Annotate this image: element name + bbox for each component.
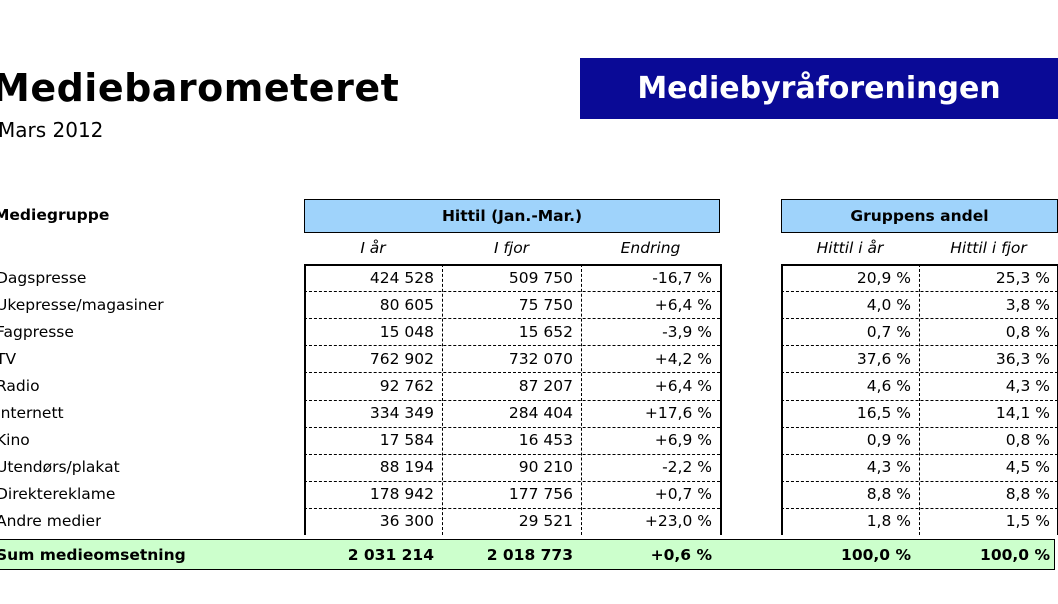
- cell-hittil-i-fjor: 25,3 %: [995, 268, 1050, 287]
- cell-endring: +4,2 %: [654, 349, 712, 368]
- cell-i-fjor: 15 652: [518, 322, 573, 341]
- cell-i-fjor: 284 404: [508, 404, 573, 423]
- cell-hittil-i-ar: 8,8 %: [866, 485, 911, 504]
- cell-i-ar: 424 528: [369, 268, 434, 287]
- total-cell-endring: +0,6 %: [650, 545, 712, 564]
- cell-i-fjor: 90 210: [518, 458, 573, 477]
- column-separator: [581, 264, 582, 535]
- row-label: Kino: [0, 431, 30, 450]
- cell-i-ar: 17 584: [379, 431, 434, 450]
- row-separator: [304, 345, 720, 347]
- row-label: Ukepresse/magasiner: [0, 295, 164, 314]
- cell-i-fjor: 732 070: [508, 349, 573, 368]
- row-label: Direktereklame: [0, 485, 116, 504]
- cell-hittil-i-ar: 16,5 %: [856, 404, 911, 423]
- cell-endring: +6,4 %: [654, 376, 712, 395]
- cell-i-ar: 88 194: [379, 458, 434, 477]
- cell-hittil-i-ar: 0,7 %: [866, 322, 911, 341]
- column-separator: [720, 264, 722, 535]
- col-header-endring: Endring: [620, 239, 681, 257]
- cell-i-fjor: 75 750: [518, 295, 573, 314]
- cell-endring: -2,2 %: [662, 458, 712, 477]
- cell-endring: -16,7 %: [652, 268, 712, 287]
- cell-endring: +0,7 %: [654, 485, 712, 504]
- cell-hittil-i-ar: 4,0 %: [866, 295, 911, 314]
- row-separator: [304, 372, 720, 374]
- row-label: Andre medier: [0, 512, 102, 531]
- cell-hittil-i-ar: 4,3 %: [866, 458, 911, 477]
- row-label: Utendørs/plakat: [0, 458, 120, 477]
- column-separator: [919, 264, 920, 535]
- cell-i-ar: 36 300: [379, 512, 434, 531]
- cell-hittil-i-ar: 37,6 %: [856, 349, 911, 368]
- cell-hittil-i-fjor: 4,3 %: [1005, 376, 1050, 395]
- cell-endring: -3,9 %: [662, 322, 712, 341]
- cell-endring: +6,4 %: [654, 295, 712, 314]
- row-label: Fagpresse: [0, 322, 74, 341]
- total-cell-hittil-i-ar: 100,0 %: [841, 545, 911, 564]
- row-separator: [304, 291, 720, 293]
- cell-hittil-i-fjor: 0,8 %: [1005, 322, 1050, 341]
- total-row-background: [0, 539, 1055, 570]
- section-header-andel: Gruppens andel: [781, 199, 1058, 233]
- col-header-i-fjor: I fjor: [493, 239, 530, 257]
- row-separator: [304, 426, 720, 428]
- cell-hittil-i-fjor: 3,8 %: [1005, 295, 1050, 314]
- column-separator: [781, 264, 783, 535]
- page-subtitle: Mars 2012: [0, 118, 104, 142]
- cell-i-ar: 334 349: [369, 404, 434, 423]
- cell-hittil-i-fjor: 36,3 %: [995, 349, 1050, 368]
- row-separator: [304, 480, 720, 482]
- column-separator: [304, 264, 306, 535]
- total-cell-hittil-i-fjor: 100,0 %: [980, 545, 1050, 564]
- cell-i-fjor: 509 750: [508, 268, 573, 287]
- cell-hittil-i-ar: 0,9 %: [866, 431, 911, 450]
- cell-i-fjor: 29 521: [518, 512, 573, 531]
- col-header-hittil-i-ar: Hittil i år: [816, 239, 884, 257]
- cell-hittil-i-fjor: 4,5 %: [1005, 458, 1050, 477]
- column-separator: [442, 264, 443, 535]
- cell-hittil-i-fjor: 1,5 %: [1005, 512, 1050, 531]
- cell-i-ar: 762 902: [369, 349, 434, 368]
- cell-hittil-i-ar: 4,6 %: [866, 376, 911, 395]
- cell-i-ar: 92 762: [379, 376, 434, 395]
- cell-i-fjor: 16 453: [518, 431, 573, 450]
- cell-i-fjor: 177 756: [508, 485, 573, 504]
- cell-hittil-i-fjor: 14,1 %: [995, 404, 1050, 423]
- row-separator: [304, 453, 720, 455]
- cell-hittil-i-ar: 1,8 %: [866, 512, 911, 531]
- col-header-hittil-i-fjor: Hittil i fjor: [950, 239, 1027, 257]
- section-header-hittil: Hittil (Jan.-Mar.): [304, 199, 720, 233]
- cell-i-fjor: 87 207: [518, 376, 573, 395]
- page-title: Mediebarometeret: [0, 66, 400, 110]
- row-label: Dagspresse: [0, 268, 87, 287]
- cell-i-ar: 15 048: [379, 322, 434, 341]
- total-label: Sum medieomsetning: [0, 545, 186, 564]
- cell-i-ar: 80 605: [379, 295, 434, 314]
- cell-endring: +23,0 %: [644, 512, 712, 531]
- row-label: Radio: [0, 376, 40, 395]
- col-header-i-ar: I år: [360, 239, 386, 257]
- table-border-top: [304, 264, 720, 266]
- cell-hittil-i-fjor: 0,8 %: [1005, 431, 1050, 450]
- total-cell-i-fjor: 2 018 773: [486, 545, 573, 564]
- cell-endring: +6,9 %: [654, 431, 712, 450]
- row-label: Internett: [0, 404, 64, 423]
- row-separator: [304, 318, 720, 320]
- cell-hittil-i-ar: 20,9 %: [856, 268, 911, 287]
- cell-endring: +17,6 %: [644, 404, 712, 423]
- total-cell-i-ar: 2 031 214: [347, 545, 434, 564]
- group-column-label: Mediegruppe: [0, 206, 110, 224]
- row-separator: [304, 507, 720, 509]
- cell-i-ar: 178 942: [369, 485, 434, 504]
- brand-banner: Mediebyråforeningen: [580, 58, 1058, 119]
- row-label: TV: [0, 349, 17, 368]
- cell-hittil-i-fjor: 8,8 %: [1005, 485, 1050, 504]
- row-separator: [304, 399, 720, 401]
